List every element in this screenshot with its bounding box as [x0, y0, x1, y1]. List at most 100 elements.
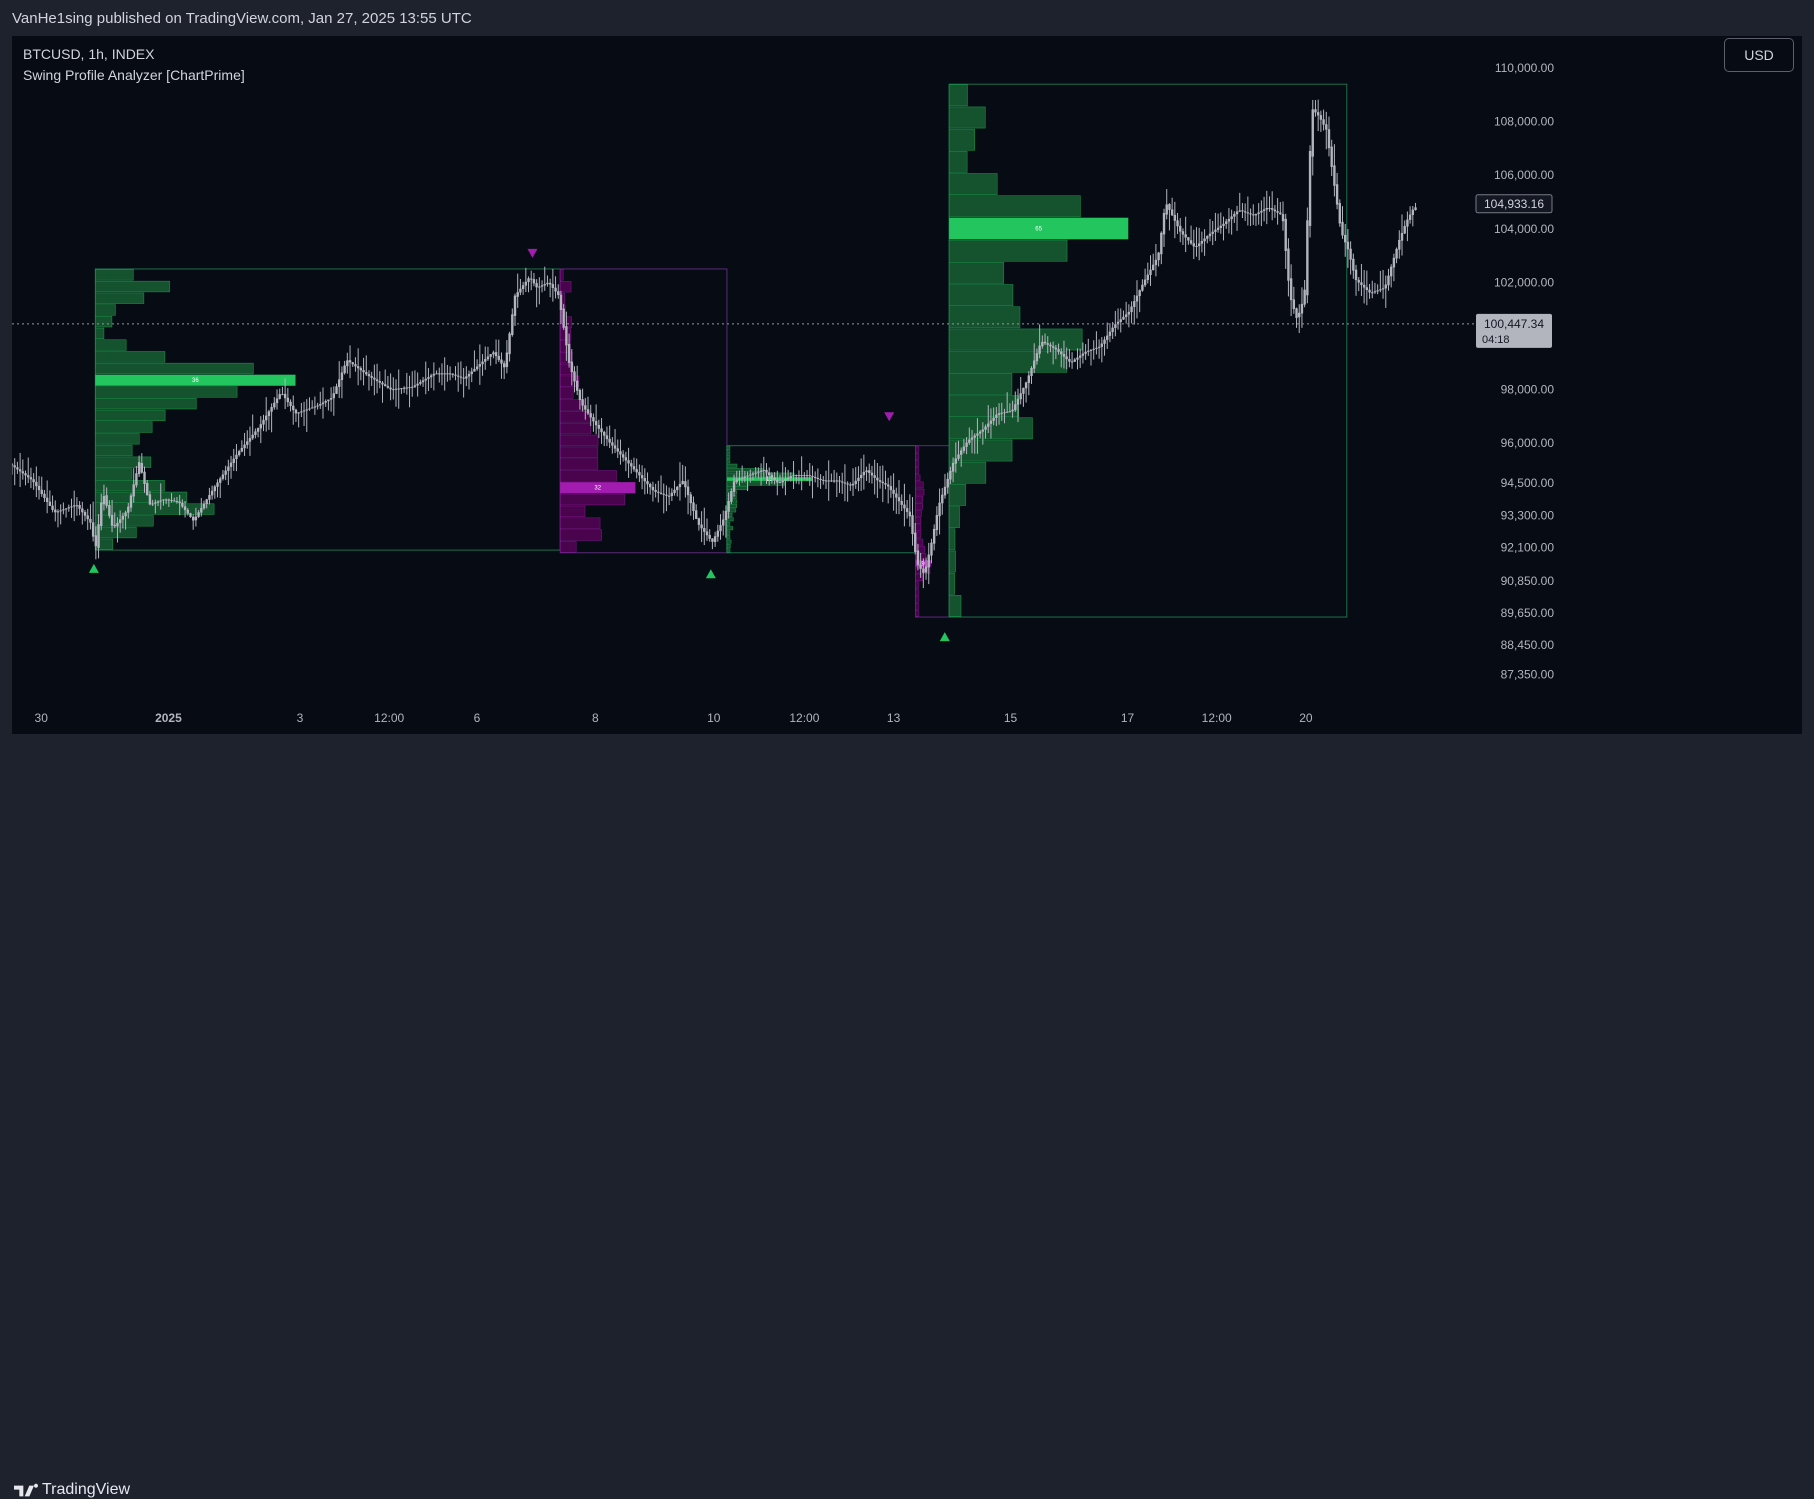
candle-body — [732, 481, 736, 492]
candle-body — [759, 470, 763, 472]
candle-body — [1295, 308, 1298, 318]
profile-bar — [95, 386, 238, 398]
candle-body — [275, 398, 279, 404]
candle-body — [1319, 115, 1323, 120]
candle-body — [540, 285, 544, 287]
profile-bar — [948, 239, 1068, 262]
candle-body — [1160, 232, 1163, 255]
candle-body — [1379, 289, 1382, 291]
candle-body — [310, 407, 314, 409]
candle-body — [849, 484, 852, 486]
candle-body — [1181, 231, 1185, 235]
candle-body — [1124, 314, 1128, 318]
tradingview-logo-icon[interactable] — [14, 1483, 38, 1499]
candle-body — [1011, 409, 1014, 412]
candle-body — [1003, 412, 1006, 414]
candle-body — [914, 532, 917, 552]
profile-bar — [726, 512, 733, 517]
candle-body — [521, 285, 525, 289]
candle-body — [1260, 210, 1263, 213]
candle-body — [1287, 248, 1290, 281]
candle-body — [1257, 212, 1260, 215]
candle-body — [154, 502, 157, 504]
candle-body — [83, 511, 87, 516]
candle-body — [1195, 245, 1198, 247]
profile-bar — [559, 387, 574, 399]
profile-bar — [948, 373, 1013, 395]
candle-body — [1087, 350, 1090, 352]
candle-body — [265, 415, 268, 421]
candle-body — [692, 502, 695, 512]
candle-body — [305, 409, 308, 411]
chart-panel[interactable] — [12, 36, 1802, 734]
indicator-title[interactable]: Swing Profile Analyzer [ChartPrime] — [23, 67, 245, 83]
time-axis[interactable]: 30 2025 3 12:00 6 8 10 12:00 13 15 17 12:00 20 — [35, 711, 1313, 725]
candle-body — [438, 373, 441, 375]
candle-body — [502, 363, 506, 368]
candle-body — [708, 534, 711, 539]
candle-body — [405, 387, 409, 389]
candle-body — [586, 409, 590, 414]
candle-body — [632, 466, 636, 470]
candle-body — [386, 385, 390, 388]
currency-button[interactable]: USD — [1724, 38, 1794, 72]
candle-body — [859, 474, 863, 479]
candle-body — [781, 480, 784, 483]
profile-bar — [948, 439, 1013, 462]
candle-body — [608, 438, 611, 443]
profile-bar — [95, 374, 296, 386]
candle-body — [413, 385, 417, 387]
candle-body — [770, 474, 774, 478]
profile-bar — [95, 503, 215, 515]
candle-body — [1246, 212, 1250, 214]
candle-body — [762, 470, 765, 472]
candle-body — [365, 372, 368, 375]
candle-body — [367, 374, 371, 377]
candle-body — [94, 535, 98, 547]
profile-bar — [915, 502, 923, 510]
candle-body — [1311, 109, 1314, 157]
candle-body — [800, 475, 803, 477]
price-axis[interactable]: 110,000.00 108,000.00 106,000.00 104,000.00… — [1494, 61, 1554, 681]
candle-body — [976, 433, 979, 436]
candle-body — [1384, 284, 1387, 289]
candle-body — [481, 361, 484, 365]
candle-body — [332, 393, 336, 399]
candle-body — [1073, 359, 1076, 362]
candle-body — [903, 504, 906, 509]
profile-bar — [95, 421, 153, 433]
candle-body — [868, 470, 871, 473]
candle-body — [127, 506, 130, 513]
candle-body — [524, 281, 528, 286]
candle-body — [72, 505, 76, 507]
profile-bar — [915, 467, 919, 475]
candle-body — [965, 442, 968, 447]
profile-bar — [559, 399, 585, 411]
candle-body — [530, 278, 533, 280]
candle-body — [289, 401, 292, 407]
candle-body — [1357, 279, 1360, 283]
candle-body — [1238, 210, 1241, 212]
candle-body — [1114, 324, 1117, 328]
candle-body — [873, 475, 876, 478]
candle-body — [697, 518, 701, 525]
candle-body — [665, 494, 668, 496]
candle-body — [140, 463, 144, 473]
candle-body — [1300, 303, 1304, 314]
brand-name[interactable]: TradingView — [42, 1481, 131, 1498]
candle-body — [878, 480, 882, 482]
candle-body — [1344, 234, 1347, 243]
candle-body — [673, 489, 676, 494]
candle-body — [467, 373, 471, 377]
profile-bar — [726, 472, 795, 477]
symbol-info[interactable]: BTCUSD, 1h, INDEX — [23, 46, 155, 62]
candle-body — [148, 494, 152, 505]
candle-body — [170, 500, 173, 502]
profile-bar — [95, 339, 127, 351]
candle-body — [1027, 375, 1031, 383]
candle-body — [1154, 259, 1158, 266]
time-tick-label: 20 — [1299, 711, 1313, 725]
candle-body — [427, 377, 430, 379]
candle-body — [97, 524, 100, 548]
